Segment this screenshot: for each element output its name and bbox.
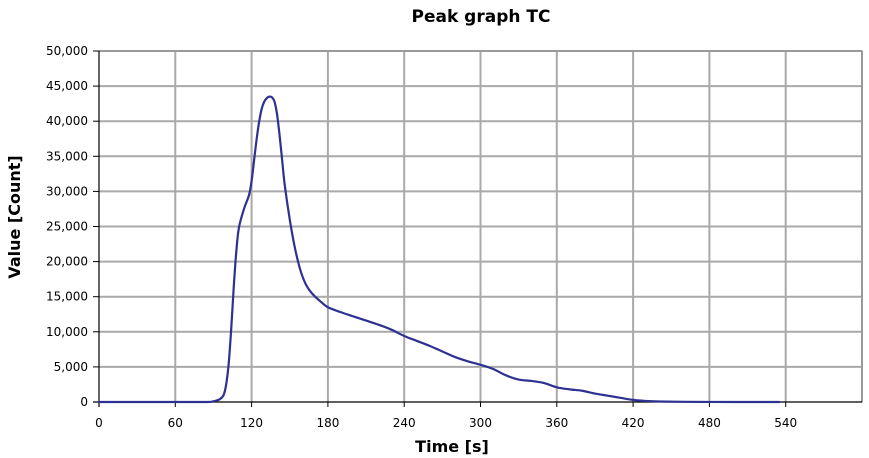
y-tick-label: 10,000 [46, 325, 88, 339]
y-tick-label: 5,000 [54, 360, 88, 374]
chart-title: Peak graph TC [412, 7, 551, 27]
y-axis-label: Value [Count] [5, 155, 24, 278]
x-tick-label: 540 [774, 416, 797, 430]
y-tick-label: 0 [80, 395, 88, 409]
x-tick-label: 60 [168, 416, 183, 430]
series-line [97, 95, 781, 404]
x-tick-label: 420 [622, 416, 645, 430]
x-tick-label: 0 [95, 416, 103, 430]
series-layer [97, 95, 781, 404]
y-tick-label: 50,000 [46, 44, 88, 58]
x-axis-label: Time [s] [415, 437, 489, 456]
axes: 0 60 120 180 240 300 360 420 480 540 0 5,000 10,000 1… [46, 44, 862, 430]
y-tick-label: 35,000 [46, 149, 88, 163]
grid [99, 50, 863, 402]
y-tick-label: 45,000 [46, 79, 88, 93]
x-tick-label: 240 [393, 416, 416, 430]
x-tick-label: 180 [316, 416, 339, 430]
x-tick-label: 300 [469, 416, 492, 430]
y-tick-label: 20,000 [46, 255, 88, 269]
y-tick-label: 25,000 [46, 220, 88, 234]
x-tick-label: 480 [698, 416, 721, 430]
x-tick-label: 120 [240, 416, 263, 430]
y-tick-label: 15,000 [46, 290, 88, 304]
y-tick-label: 40,000 [46, 114, 88, 128]
x-tick-label: 360 [545, 416, 568, 430]
y-tick-label: 30,000 [46, 184, 88, 198]
